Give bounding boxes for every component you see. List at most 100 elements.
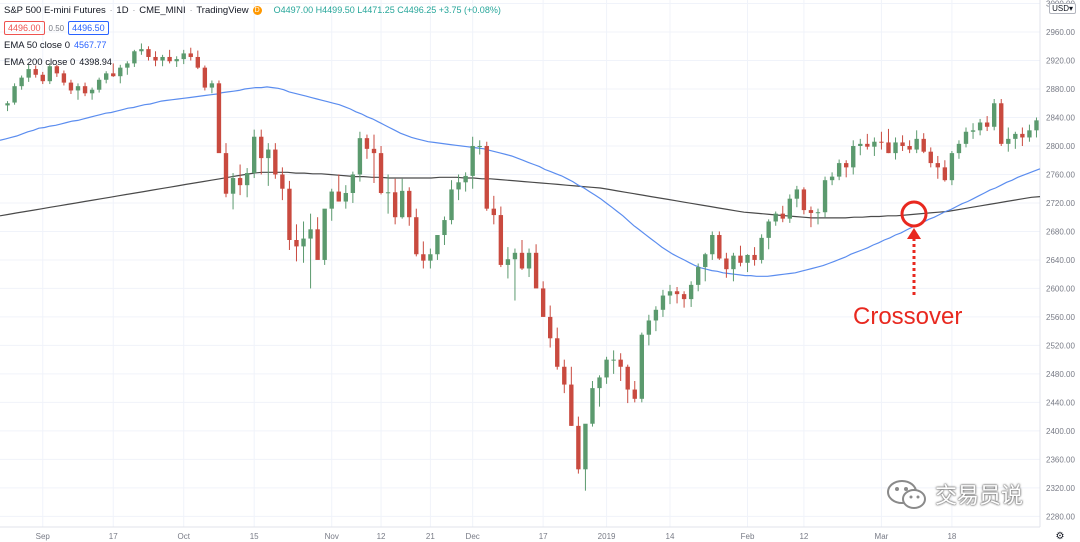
candle-body — [364, 138, 370, 149]
candle — [999, 98, 1004, 146]
ema200-line — [0, 171, 1041, 219]
time-tick-label: 18 — [947, 532, 956, 541]
candle-body — [851, 145, 856, 168]
candle-body — [639, 334, 644, 399]
time-tick-label: Feb — [741, 532, 755, 541]
candle — [308, 213, 313, 289]
candle — [442, 216, 447, 245]
candle — [195, 50, 200, 70]
candle-body — [259, 136, 264, 159]
candle-body — [900, 142, 905, 146]
currency-selector[interactable]: USD▾ — [1049, 3, 1076, 14]
ema-lines — [0, 86, 1041, 277]
candle — [498, 206, 504, 268]
candle-body — [801, 189, 807, 211]
candle-body — [498, 215, 504, 265]
candle — [949, 150, 955, 186]
candle — [153, 51, 158, 67]
price-tick-label: 2800.00 — [1046, 142, 1075, 151]
candle — [505, 247, 511, 279]
candle — [343, 185, 348, 209]
candle — [872, 137, 877, 156]
candle — [385, 174, 391, 214]
candle-body — [75, 86, 81, 91]
candle — [1013, 131, 1018, 149]
candle-body — [428, 254, 433, 261]
ema50-legend[interactable]: EMA 50 close 0 4567.77 — [4, 39, 501, 52]
candle — [336, 174, 341, 202]
wechat-logo-icon — [887, 480, 926, 509]
buy-price-button[interactable]: 4496.50 — [68, 21, 109, 35]
candle-body — [329, 191, 334, 209]
candle — [484, 141, 489, 211]
candle-body — [956, 143, 962, 154]
candle-body — [357, 138, 363, 175]
candle — [322, 208, 327, 265]
candle — [378, 145, 384, 195]
crossover-circle — [900, 200, 928, 228]
candle — [773, 211, 778, 226]
candle-body — [872, 141, 877, 147]
candle-body — [844, 163, 849, 168]
candle-body — [533, 252, 539, 289]
candle-body — [266, 149, 271, 159]
candle-body — [963, 131, 969, 144]
candle-body — [540, 288, 546, 317]
candle — [456, 174, 461, 201]
candle — [688, 281, 694, 307]
candle-body — [576, 425, 581, 470]
time-tick-label: 17 — [539, 532, 548, 541]
candle — [477, 140, 482, 155]
candle-body — [766, 221, 771, 238]
candle — [653, 306, 659, 332]
candle — [576, 416, 581, 474]
candle — [963, 127, 969, 148]
watermark: 交易员说 — [885, 478, 1023, 510]
price-tick-label: 2400.00 — [1046, 427, 1075, 436]
candle — [787, 194, 792, 223]
candle-body — [484, 145, 489, 209]
candle-body — [928, 151, 933, 164]
candle — [724, 252, 729, 278]
candle — [956, 140, 962, 159]
settings-gear-icon[interactable]: ⚙ — [1056, 531, 1065, 542]
price-tick-label: 2360.00 — [1046, 455, 1075, 464]
candle — [54, 64, 60, 77]
ema50-value: 4567.77 — [74, 40, 107, 50]
candle-body — [710, 235, 715, 255]
candle-body — [160, 56, 165, 61]
candle — [533, 244, 539, 289]
candle — [646, 314, 652, 346]
price-tick-label: 2680.00 — [1046, 227, 1075, 236]
candle-body — [935, 163, 940, 168]
delayed-data-badge-icon[interactable]: D — [252, 6, 262, 15]
time-axis[interactable]: Sep 17 Oct 15 Nov 12 21 Dec 17 2019 14 Feb 12 Mar 18 ⚙ — [36, 531, 1065, 542]
sell-price-button[interactable]: 4496.00 — [4, 21, 45, 35]
candle — [392, 178, 398, 225]
candle-body — [174, 59, 179, 62]
price-axis[interactable]: 3000.002960.002920.002880.002840.002800.… — [1046, 0, 1075, 521]
candle — [414, 208, 419, 257]
interval[interactable]: 1D — [116, 5, 129, 16]
candle — [491, 195, 496, 225]
candle-body — [836, 163, 842, 177]
candle-body — [660, 295, 666, 310]
candle — [364, 134, 370, 159]
time-tick-label: Oct — [177, 532, 190, 541]
candle-body — [822, 180, 828, 213]
candle-body — [294, 239, 299, 247]
candle — [519, 239, 525, 270]
candle — [209, 80, 215, 94]
candle-body — [681, 294, 687, 300]
candle-body — [378, 153, 384, 193]
candle — [47, 63, 52, 85]
symbol-name[interactable]: S&P 500 E-mini Futures — [4, 5, 106, 16]
candle — [118, 64, 123, 84]
candle-body — [794, 189, 800, 199]
ema50-label: EMA 50 close 0 — [4, 40, 71, 51]
ema200-legend[interactable]: EMA 200 close 0 4398.94 — [4, 56, 501, 69]
candle — [252, 129, 257, 179]
price-tick-label: 2640.00 — [1046, 256, 1075, 265]
candle — [216, 80, 222, 154]
